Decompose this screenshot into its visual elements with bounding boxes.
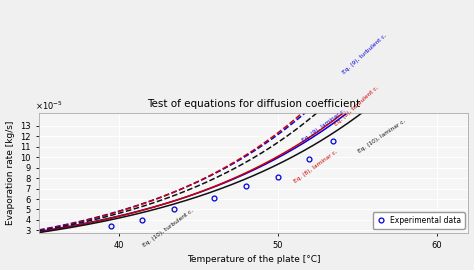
Text: $\times10^{-5}$: $\times10^{-5}$ [35, 99, 63, 112]
Experimental data [275, 175, 281, 178]
Y-axis label: Evaporation rate [kg/s]: Evaporation rate [kg/s] [6, 121, 15, 225]
Text: Eq. (9), turbulent c.: Eq. (9), turbulent c. [341, 33, 387, 76]
Experimental data [211, 196, 217, 200]
Title: Test of equations for diffusion coefficient: Test of equations for diffusion coeffici… [147, 99, 360, 109]
Text: Eq. (10), laminar c.: Eq. (10), laminar c. [357, 119, 407, 154]
X-axis label: Temperature of the plate [°C]: Temperature of the plate [°C] [187, 255, 320, 264]
Legend: Experimental data: Experimental data [373, 212, 465, 229]
Experimental data [140, 218, 146, 222]
Experimental data [243, 185, 249, 188]
Text: Eq. (9), laminar c.: Eq. (9), laminar c. [301, 107, 347, 143]
Experimental data [108, 225, 113, 228]
Text: Eq. (8), laminar c.: Eq. (8), laminar c. [293, 149, 339, 184]
Experimental data [307, 157, 312, 161]
Text: Eq. (10), turbulent c.: Eq. (10), turbulent c. [143, 208, 195, 248]
Experimental data [330, 140, 336, 143]
Line: Experimental data: Experimental data [108, 139, 336, 229]
Experimental data [172, 208, 177, 211]
Text: Eq. (8), turbulent c.: Eq. (8), turbulent c. [333, 85, 379, 127]
